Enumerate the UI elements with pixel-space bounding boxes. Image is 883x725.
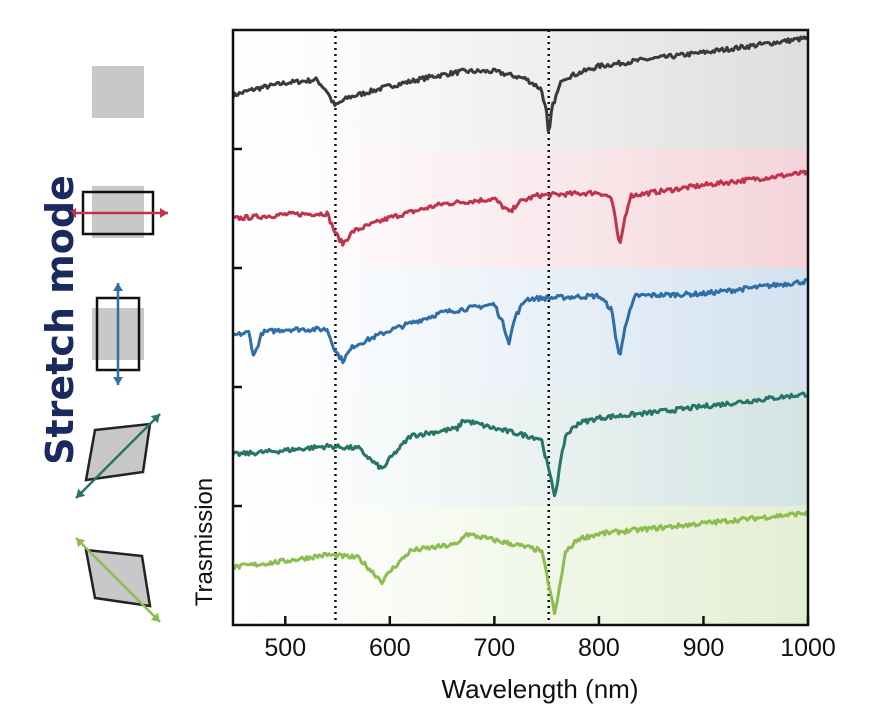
arrow-head-icon bbox=[150, 414, 160, 424]
spectra-curves bbox=[231, 35, 809, 616]
series-band-fade bbox=[233, 506, 808, 625]
stretch-mode-icons bbox=[68, 66, 168, 623]
x-tick-label: 900 bbox=[683, 634, 725, 662]
x-tick-label: 800 bbox=[578, 634, 620, 662]
sheared-square-icon bbox=[84, 422, 152, 482]
arrow-head-icon bbox=[68, 208, 76, 218]
x-tick-label: 500 bbox=[264, 634, 306, 662]
arrow-head-icon bbox=[76, 488, 86, 498]
series-band-fade bbox=[233, 268, 808, 387]
x-tick-label: 700 bbox=[474, 634, 516, 662]
arrow-head-icon bbox=[76, 538, 86, 548]
plot-axes bbox=[231, 28, 810, 627]
arrow-head-icon bbox=[150, 612, 160, 622]
spectrum-line bbox=[232, 169, 809, 247]
x-axis-label: Wavelength (nm) bbox=[442, 674, 639, 704]
stretch-mode-title: Stretch mode bbox=[38, 175, 82, 465]
spectrum-line bbox=[232, 278, 808, 365]
spectrum-line bbox=[231, 35, 809, 133]
square-icon bbox=[92, 66, 144, 118]
series-band-fade bbox=[233, 149, 808, 268]
stretch-arrow-shaft bbox=[75, 413, 161, 499]
arrow-head-icon bbox=[160, 208, 168, 218]
x-tick-labels: 500 600 700 800 900 1000 bbox=[264, 634, 835, 662]
arrow-head-icon bbox=[113, 377, 123, 385]
spectrum-line bbox=[231, 391, 808, 498]
x-tick-label: 1000 bbox=[780, 634, 836, 662]
stretch-arrow-shaft bbox=[75, 537, 161, 623]
plot-frame bbox=[231, 28, 810, 627]
spectrum-line bbox=[232, 510, 809, 616]
x-tick-label: 600 bbox=[369, 634, 411, 662]
arrow-head-icon bbox=[113, 283, 123, 291]
y-axis-label: Trasmission bbox=[191, 478, 218, 606]
